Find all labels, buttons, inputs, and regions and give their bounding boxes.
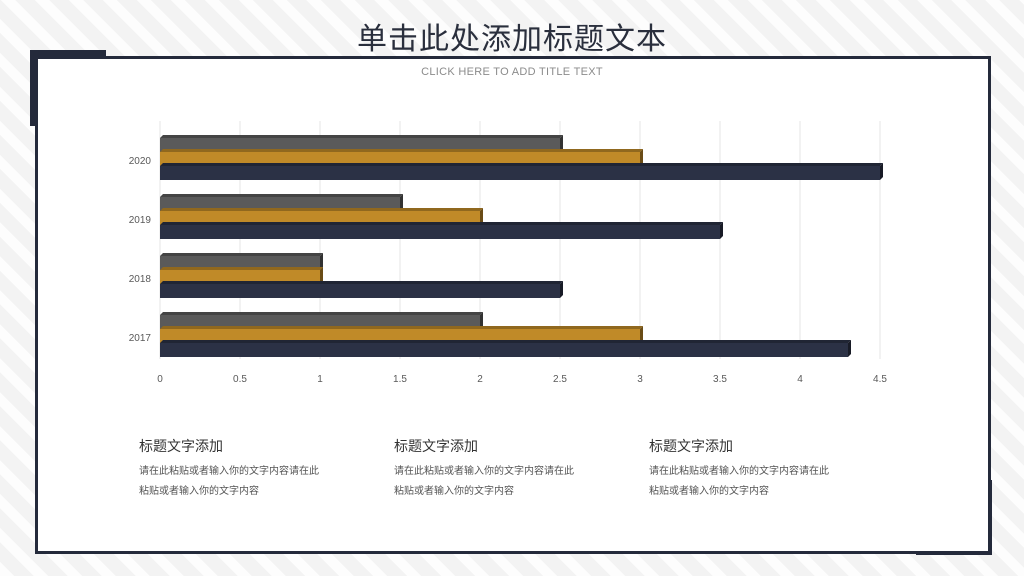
bar <box>160 225 720 239</box>
x-tick-label: 4 <box>797 374 803 385</box>
text-block-body-line-2[interactable]: 粘贴或者输入你的文字内容 <box>649 486 769 497</box>
y-category-label: 2017 <box>129 333 152 344</box>
x-tick-label: 1 <box>317 374 323 385</box>
y-category-label: 2018 <box>129 274 152 285</box>
y-category-label: 2019 <box>129 215 152 226</box>
bar-top-face <box>160 208 483 211</box>
bar-end-face <box>848 340 851 357</box>
bar-end-face <box>320 253 323 270</box>
bar <box>160 152 640 166</box>
bar <box>160 315 480 329</box>
text-block-3: 标题文字添加 请在此粘贴或者输入你的文字内容请在此 粘贴或者输入你的文字内容 <box>649 436 869 502</box>
text-block-body-line-2[interactable]: 粘贴或者输入你的文字内容 <box>139 486 259 497</box>
bar-end-face <box>480 312 483 329</box>
bar-end-face <box>480 208 483 225</box>
bar-end-face <box>400 194 403 211</box>
bar <box>160 256 320 270</box>
bar-top-face <box>160 326 643 329</box>
text-block-2: 标题文字添加 请在此粘贴或者输入你的文字内容请在此 粘贴或者输入你的文字内容 <box>394 436 614 502</box>
bar <box>160 284 560 298</box>
bar-top-face <box>160 312 483 315</box>
slide-subtitle[interactable]: CLICK HERE TO ADD TITLE TEXT <box>421 66 603 78</box>
x-tick-label: 3.5 <box>713 374 727 385</box>
y-category-label: 2020 <box>129 156 152 167</box>
bar-top-face <box>160 222 723 225</box>
text-block-body-line-1[interactable]: 请在此粘贴或者输入你的文字内容请在此 <box>139 466 319 477</box>
bar-end-face <box>880 163 883 180</box>
bar-top-face <box>160 253 323 256</box>
text-block-title[interactable]: 标题文字添加 <box>139 439 223 455</box>
text-block-body-line-1[interactable]: 请在此粘贴或者输入你的文字内容请在此 <box>649 466 829 477</box>
bar-end-face <box>560 135 563 152</box>
bar-end-face <box>640 326 643 343</box>
bar <box>160 270 320 284</box>
bar <box>160 211 480 225</box>
x-tick-label: 3 <box>637 374 643 385</box>
bar-end-face <box>640 149 643 166</box>
bar-end-face <box>560 281 563 298</box>
text-block-body-line-1[interactable]: 请在此粘贴或者输入你的文字内容请在此 <box>394 466 574 477</box>
bar <box>160 197 400 211</box>
text-block-title[interactable]: 标题文字添加 <box>394 439 478 455</box>
bar <box>160 329 640 343</box>
bar <box>160 138 560 152</box>
text-block-body-line-2[interactable]: 粘贴或者输入你的文字内容 <box>394 486 514 497</box>
bar-top-face <box>160 194 403 197</box>
x-tick-label: 1.5 <box>393 374 407 385</box>
x-tick-label: 4.5 <box>873 374 887 385</box>
bar-top-face <box>160 163 883 166</box>
bar-top-face <box>160 340 851 343</box>
x-tick-label: 2.5 <box>553 374 567 385</box>
x-tick-label: 2 <box>477 374 483 385</box>
bar <box>160 343 848 357</box>
bar-top-face <box>160 149 643 152</box>
bar-end-face <box>720 222 723 239</box>
bar-end-face <box>320 267 323 284</box>
text-block-title[interactable]: 标题文字添加 <box>649 439 733 455</box>
slide-title[interactable]: 单击此处添加标题文本 <box>357 22 667 57</box>
bar <box>160 166 880 180</box>
bar-top-face <box>160 135 563 138</box>
text-block-1: 标题文字添加 请在此粘贴或者输入你的文字内容请在此 粘贴或者输入你的文字内容 <box>139 436 359 502</box>
x-tick-label: 0 <box>157 374 163 385</box>
bar-top-face <box>160 281 563 284</box>
x-tick-label: 0.5 <box>233 374 247 385</box>
bar-top-face <box>160 267 323 270</box>
